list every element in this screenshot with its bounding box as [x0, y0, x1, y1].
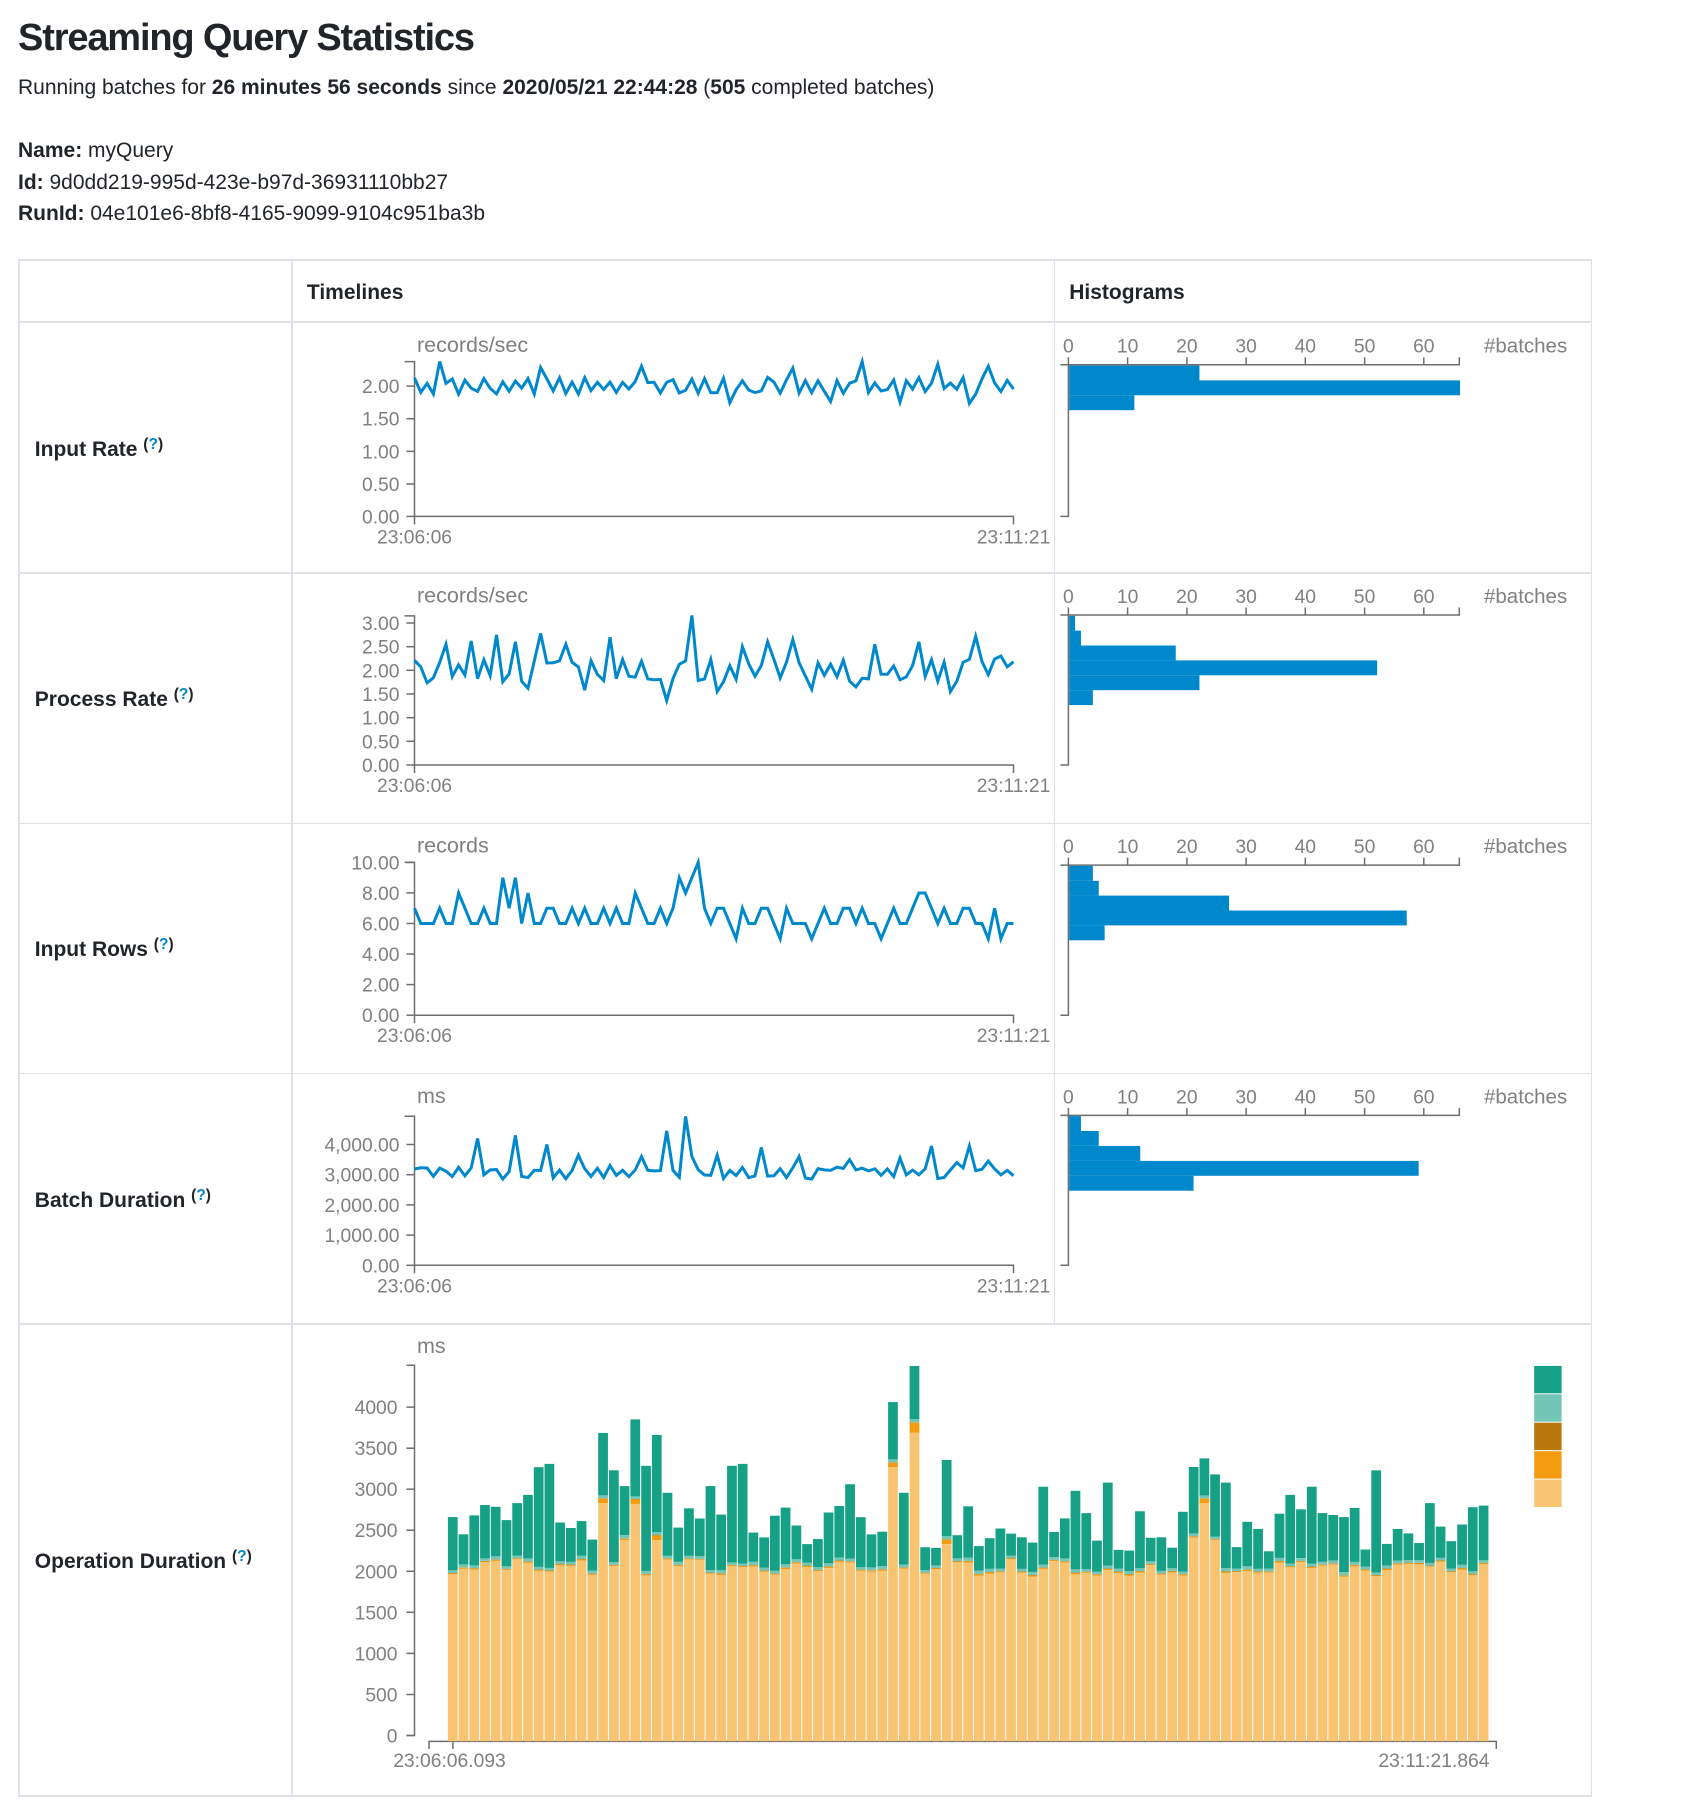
- svg-text:1.00: 1.00: [362, 442, 400, 463]
- svg-text:3500: 3500: [355, 1439, 398, 1460]
- svg-text:#batches: #batches: [1484, 835, 1567, 858]
- svg-text:ms: ms: [417, 1084, 446, 1108]
- svg-text:500: 500: [365, 1686, 397, 1707]
- svg-text:4,000.00: 4,000.00: [324, 1136, 399, 1157]
- svg-text:23:11:21: 23:11:21: [977, 1026, 1051, 1047]
- svg-text:0: 0: [387, 1727, 398, 1748]
- svg-text:2000: 2000: [355, 1562, 398, 1583]
- svg-text:10.00: 10.00: [351, 853, 399, 874]
- svg-text:10: 10: [1117, 837, 1138, 858]
- svg-text:0.00: 0.00: [362, 1256, 400, 1277]
- svg-text:10: 10: [1117, 1087, 1138, 1108]
- svg-text:23:11:21: 23:11:21: [977, 527, 1051, 548]
- svg-text:0: 0: [1063, 1087, 1074, 1108]
- svg-text:30: 30: [1235, 837, 1256, 858]
- svg-text:1.00: 1.00: [362, 709, 400, 730]
- svg-text:40: 40: [1295, 837, 1316, 858]
- svg-text:1.50: 1.50: [362, 410, 400, 431]
- svg-text:records/sec: records/sec: [417, 333, 528, 357]
- svg-text:23:11:21.864: 23:11:21.864: [1378, 1751, 1489, 1772]
- svg-text:3,000.00: 3,000.00: [324, 1166, 399, 1187]
- svg-text:1,000.00: 1,000.00: [324, 1226, 399, 1247]
- svg-text:10: 10: [1117, 337, 1138, 358]
- svg-text:60: 60: [1413, 337, 1434, 358]
- svg-text:1.50: 1.50: [362, 685, 400, 706]
- svg-text:2,000.00: 2,000.00: [324, 1196, 399, 1217]
- svg-text:23:06:06: 23:06:06: [377, 527, 452, 548]
- svg-text:records: records: [417, 834, 489, 858]
- svg-text:30: 30: [1235, 1087, 1256, 1108]
- svg-text:23:11:21: 23:11:21: [977, 1276, 1051, 1297]
- svg-text:40: 40: [1295, 587, 1316, 608]
- svg-text:0: 0: [1063, 837, 1074, 858]
- svg-text:20: 20: [1176, 587, 1197, 608]
- svg-text:60: 60: [1413, 587, 1434, 608]
- svg-text:1000: 1000: [355, 1644, 398, 1665]
- svg-text:#batches: #batches: [1484, 335, 1567, 358]
- svg-text:23:06:06: 23:06:06: [377, 1026, 452, 1047]
- svg-text:#batches: #batches: [1484, 585, 1567, 608]
- svg-text:20: 20: [1176, 1087, 1197, 1108]
- svg-text:40: 40: [1295, 337, 1316, 358]
- svg-text:#batches: #batches: [1484, 1085, 1567, 1108]
- svg-text:20: 20: [1176, 337, 1197, 358]
- svg-text:2.50: 2.50: [362, 638, 400, 659]
- svg-text:0.50: 0.50: [362, 475, 400, 496]
- svg-text:30: 30: [1235, 587, 1256, 608]
- svg-text:1500: 1500: [355, 1603, 398, 1624]
- svg-text:23:06:06: 23:06:06: [377, 1276, 452, 1297]
- svg-text:60: 60: [1413, 837, 1434, 858]
- svg-text:8.00: 8.00: [362, 884, 400, 905]
- svg-text:50: 50: [1354, 1087, 1375, 1108]
- svg-text:3000: 3000: [355, 1480, 398, 1501]
- svg-text:ms: ms: [417, 1334, 446, 1358]
- svg-text:50: 50: [1354, 837, 1375, 858]
- svg-text:2.00: 2.00: [362, 661, 400, 682]
- svg-text:2.00: 2.00: [362, 976, 400, 997]
- svg-text:23:11:21: 23:11:21: [977, 776, 1051, 797]
- svg-text:0.00: 0.00: [362, 756, 400, 777]
- svg-text:2500: 2500: [355, 1521, 398, 1542]
- svg-text:records/sec: records/sec: [417, 583, 528, 607]
- svg-text:23:06:06: 23:06:06: [377, 776, 452, 797]
- svg-text:0: 0: [1063, 587, 1074, 608]
- svg-text:4000: 4000: [355, 1398, 398, 1419]
- svg-text:0.00: 0.00: [362, 507, 400, 528]
- svg-text:6.00: 6.00: [362, 915, 400, 936]
- svg-text:50: 50: [1354, 337, 1375, 358]
- svg-text:0: 0: [1063, 337, 1074, 358]
- svg-text:50: 50: [1354, 587, 1375, 608]
- svg-text:10: 10: [1117, 587, 1138, 608]
- svg-text:20: 20: [1176, 837, 1197, 858]
- svg-text:0.50: 0.50: [362, 732, 400, 753]
- svg-text:40: 40: [1295, 1087, 1316, 1108]
- svg-text:2.00: 2.00: [362, 377, 400, 398]
- svg-text:23:06:06.093: 23:06:06.093: [393, 1751, 506, 1772]
- svg-text:3.00: 3.00: [362, 614, 400, 635]
- svg-text:4.00: 4.00: [362, 945, 400, 966]
- svg-text:30: 30: [1235, 337, 1256, 358]
- svg-text:0.00: 0.00: [362, 1006, 400, 1027]
- svg-text:60: 60: [1413, 1087, 1434, 1108]
